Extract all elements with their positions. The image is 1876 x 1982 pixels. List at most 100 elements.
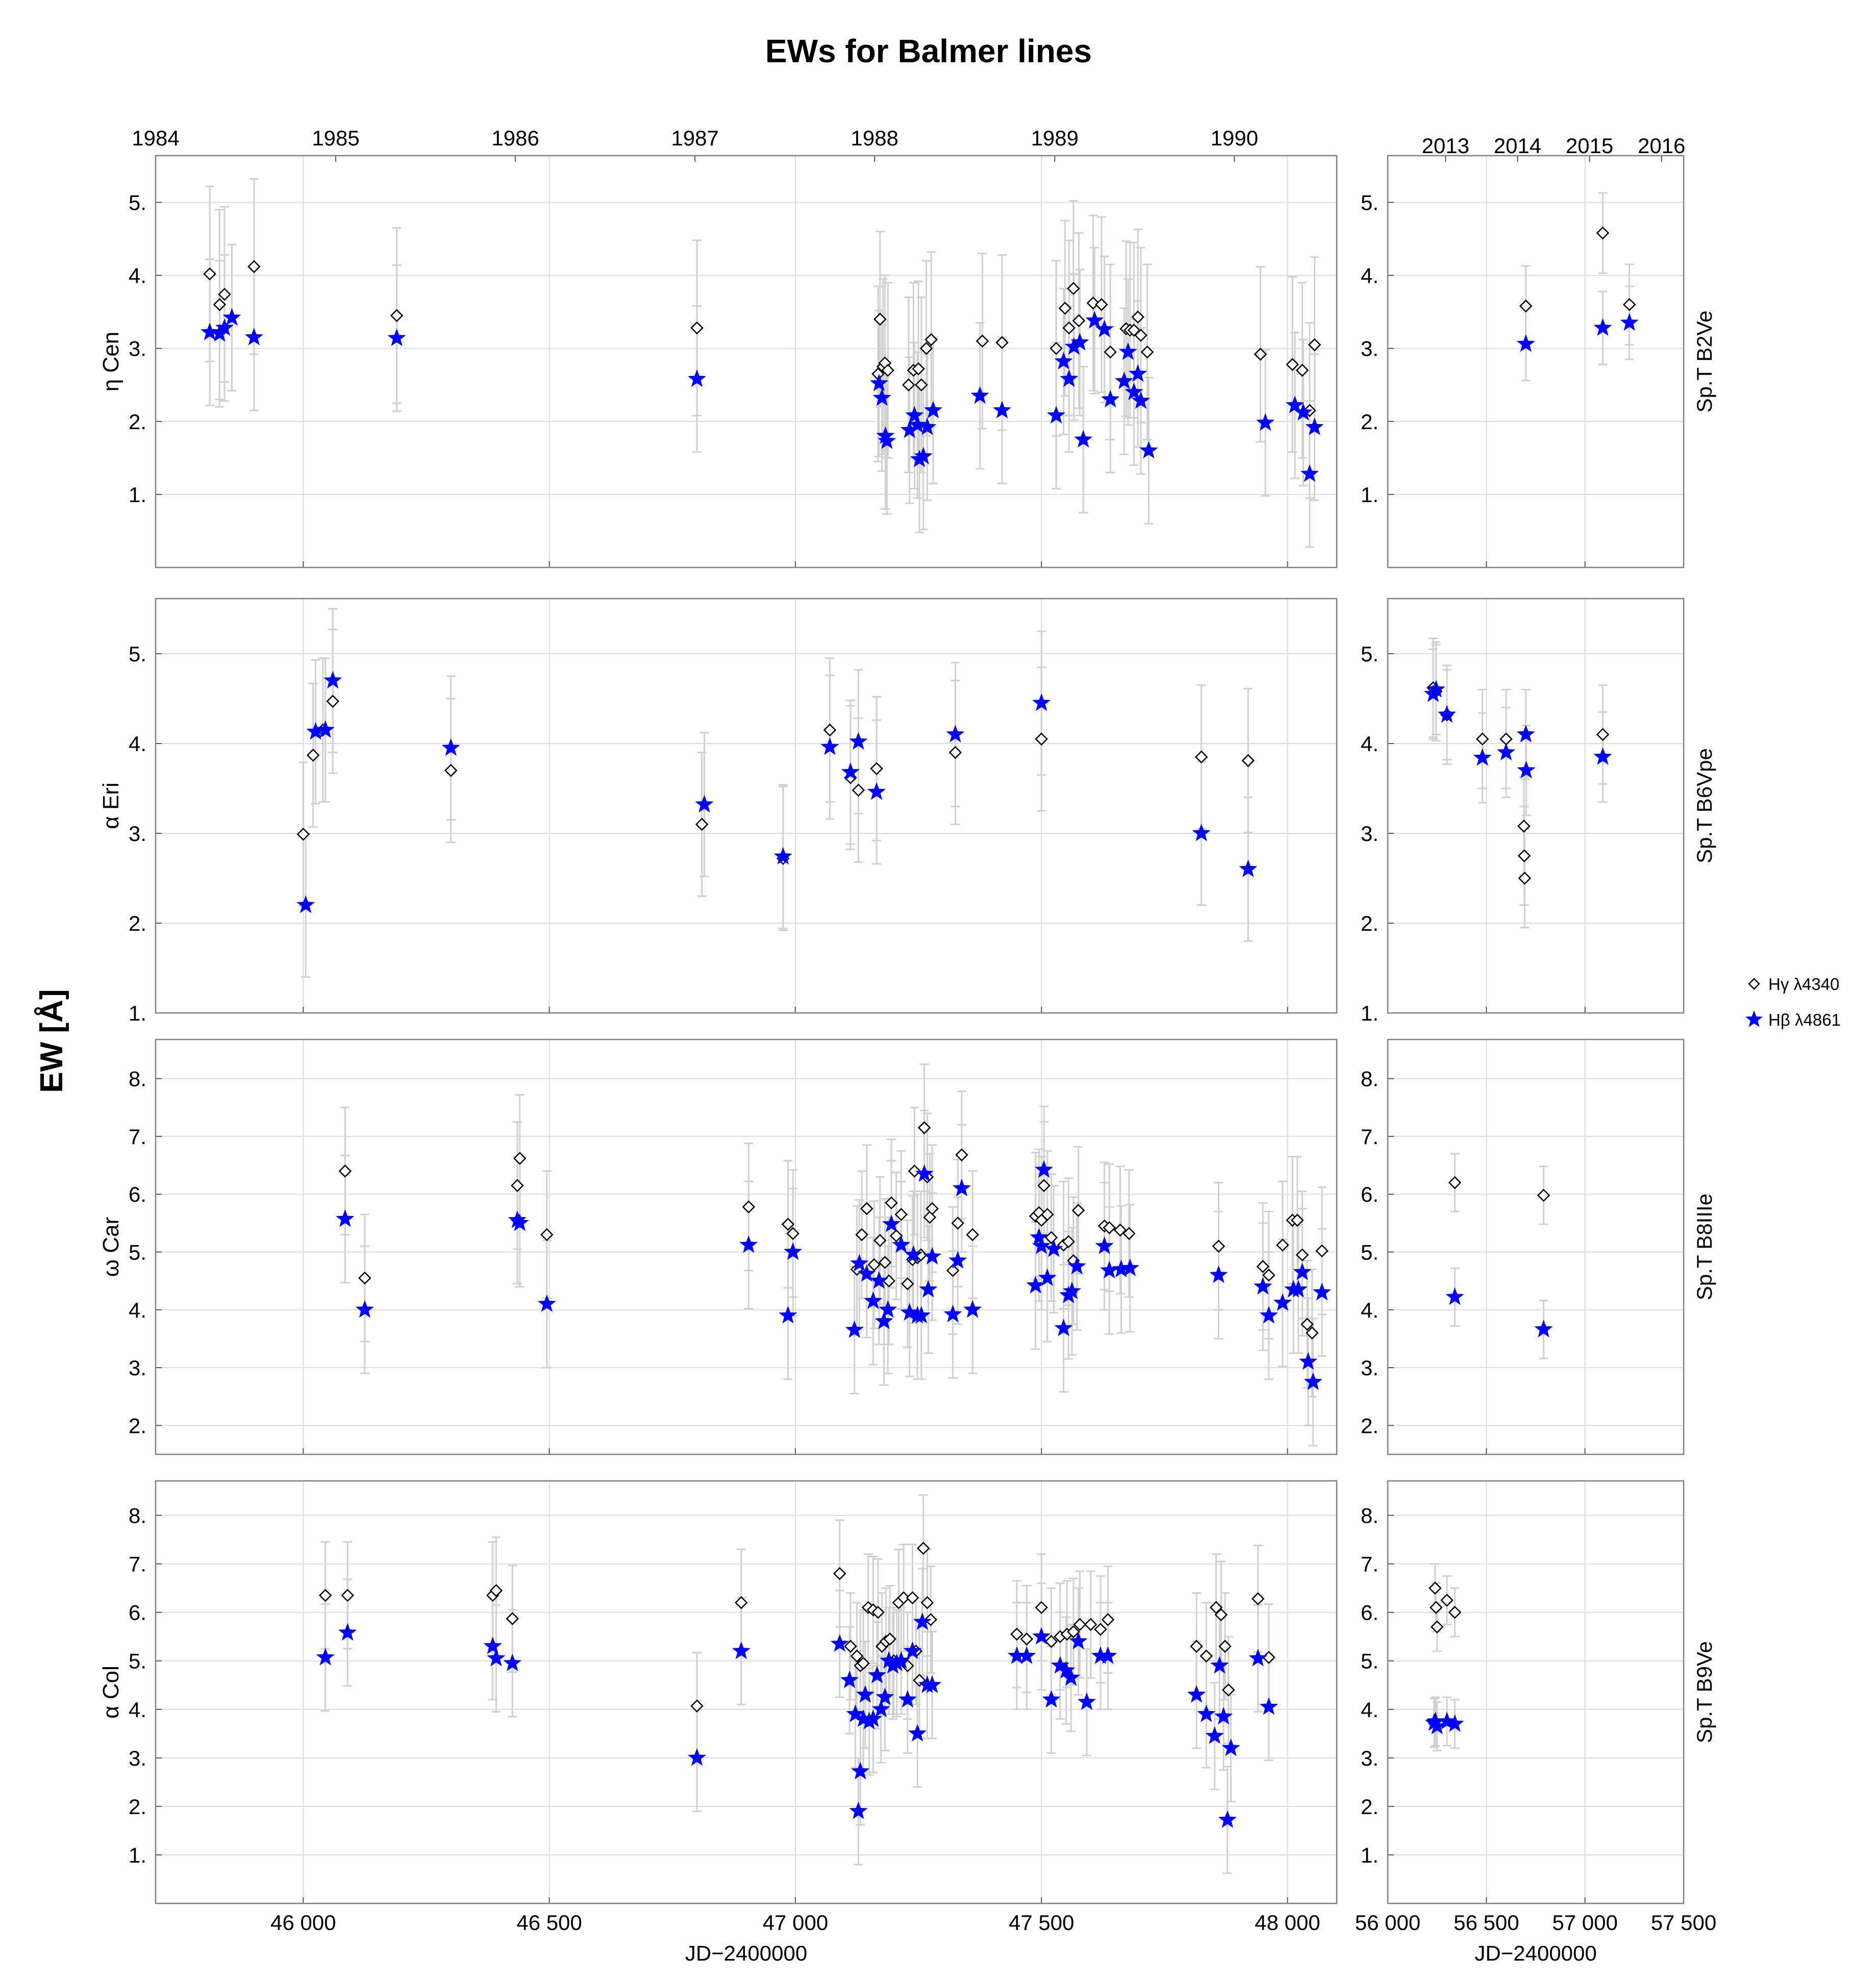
hgamma-point: [695, 817, 709, 831]
hbeta-point: [1293, 1262, 1312, 1280]
hbeta-point: [1197, 1704, 1216, 1722]
hbeta-point: [903, 1641, 922, 1659]
hbeta-point: [851, 1762, 870, 1779]
y-tick-label: 5.: [1361, 642, 1379, 666]
hbeta-point: [854, 1709, 873, 1727]
hbeta-point: [872, 388, 891, 406]
panel-frame: [155, 598, 1338, 1014]
y-tick-label: 8.: [1361, 1504, 1379, 1528]
hgamma-point: [919, 341, 933, 355]
hgamma-point: [1295, 1248, 1309, 1261]
hbeta-point: [1221, 1738, 1240, 1756]
hbeta-point: [1285, 395, 1305, 413]
hbeta-point: [487, 1649, 506, 1667]
hgamma-point: [1518, 872, 1532, 885]
hbeta-point: [918, 417, 937, 435]
hgamma-point: [1286, 358, 1299, 371]
y-tick-label: 3.: [129, 1356, 146, 1380]
hgamma-point: [247, 260, 261, 274]
hgamma-point: [1095, 298, 1108, 311]
hbeta-point: [503, 1653, 522, 1671]
y-tick-label: 2.: [1361, 410, 1379, 434]
y-tick-label: 2.: [1361, 1795, 1379, 1819]
y-tick-label: 5.: [129, 191, 146, 215]
hgamma-point: [916, 1542, 930, 1555]
hgamma-point: [1315, 1244, 1329, 1258]
panel-2-left: 1. 2. 3. 4. 5.: [129, 598, 1338, 1025]
hgamma-point: [781, 1218, 795, 1231]
hbeta-point: [387, 328, 406, 346]
y-tick-label: 4.: [129, 732, 146, 756]
hbeta-point: [1428, 1717, 1446, 1735]
hgamma-point: [1212, 1240, 1225, 1253]
hgamma-point: [1073, 1618, 1087, 1631]
hgamma-point: [203, 267, 216, 281]
hgamma-point: [833, 1567, 846, 1580]
year-label: 1985: [312, 126, 359, 150]
y-tick-label: 1.: [1361, 1001, 1379, 1025]
hgamma-point: [852, 783, 865, 797]
hgamma-point: [1430, 1620, 1444, 1633]
y-tick-label: 5.: [1361, 1241, 1379, 1265]
hbeta-point: [952, 1178, 971, 1197]
hgamma-point: [690, 321, 704, 335]
hbeta-point: [1593, 747, 1612, 765]
hbeta-point: [860, 1712, 879, 1729]
hbeta-point: [1120, 1258, 1139, 1276]
y-tick-label: 2.: [1361, 1414, 1379, 1438]
hbeta-point: [846, 1704, 865, 1722]
hbeta-point: [923, 1247, 942, 1265]
star-name: η Cen: [98, 332, 123, 391]
hgamma-point: [338, 1165, 352, 1178]
hbeta-point: [1054, 1319, 1073, 1336]
hbeta-point: [779, 1306, 797, 1324]
hgamma-point: [786, 1227, 799, 1241]
hgamma-point: [1035, 1601, 1048, 1614]
hgamma-point: [1072, 314, 1086, 328]
x-tick-label: 47 000: [763, 1911, 828, 1935]
hbeta-point: [510, 1213, 529, 1231]
hgamma-point: [1062, 321, 1076, 335]
hbeta-point: [739, 1235, 758, 1253]
hgamma-point: [1276, 1238, 1289, 1252]
year-label: 1990: [1211, 126, 1258, 150]
year-label: 1989: [1031, 126, 1079, 150]
hbeta-point: [912, 1306, 931, 1324]
hgamma-point: [1308, 338, 1321, 352]
hbeta-point: [1294, 403, 1313, 420]
y-tick-label: 3.: [1361, 1356, 1379, 1380]
hgamma-point: [1122, 1227, 1136, 1241]
hbeta-point: [1496, 742, 1516, 760]
panel-1-right: 1. 2. 3. 4. 5. 2013 2014 2015 2016: [1361, 134, 1685, 568]
hbeta-point: [1300, 464, 1319, 482]
hgamma-point: [1448, 1605, 1462, 1619]
hgamma-point: [1071, 1204, 1085, 1217]
hgamma-point: [1209, 1601, 1223, 1614]
hgamma-point: [1199, 1649, 1213, 1663]
panel-frame: [155, 1480, 1338, 1904]
y-tick-label: 3.: [129, 337, 146, 361]
hbeta-point: [850, 1254, 869, 1272]
hgamma-point: [1254, 348, 1267, 361]
hgamma-point: [924, 333, 938, 346]
hgamma-point: [1037, 1179, 1050, 1192]
y-tick-label: 3.: [1361, 1746, 1379, 1770]
hgamma-point: [1131, 310, 1145, 324]
hbeta-point: [864, 1291, 883, 1309]
hbeta-point: [1192, 824, 1211, 841]
panel-2: 1. 2. 3. 4. 5. 1. 2. 3. 4. 5. α Eri Sp.T B6Vpe: [98, 598, 1716, 1025]
hbeta-point: [1077, 1692, 1096, 1710]
hgamma-point: [1596, 728, 1610, 741]
y-tick-label: 5.: [1361, 1649, 1379, 1673]
hbeta-point: [1313, 1282, 1332, 1301]
x-axis-label: JD−2400000: [685, 1941, 807, 1965]
hbeta-point: [222, 308, 241, 326]
hbeta-point: [1473, 748, 1492, 766]
hbeta-point: [1032, 1236, 1051, 1254]
hgamma-point: [902, 378, 915, 392]
legend-hgamma-label: Hγ λ4340: [1768, 975, 1839, 994]
hgamma-point: [1218, 1640, 1232, 1653]
hgamma-point: [1086, 296, 1100, 310]
hgamma-point: [1306, 1326, 1319, 1340]
year-label: 1987: [671, 126, 718, 150]
